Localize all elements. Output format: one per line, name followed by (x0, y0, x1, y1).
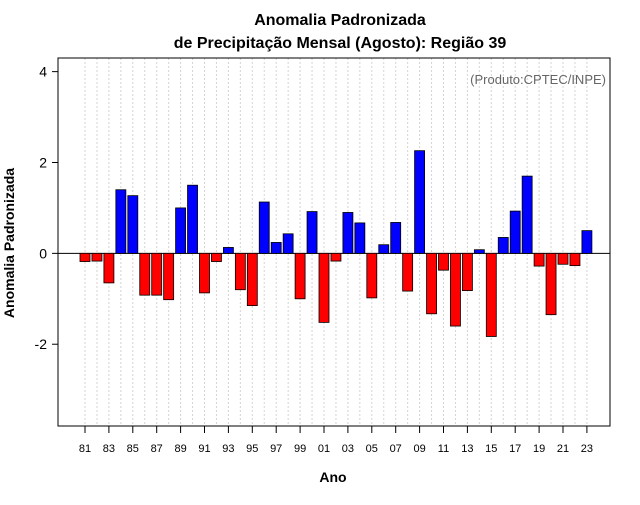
x-tick-label-23: 23 (581, 443, 593, 455)
bar-23 (581, 230, 593, 254)
x-tick-label-13: 13 (461, 443, 473, 455)
x-tick-label-87: 87 (151, 443, 163, 455)
bar-04 (354, 222, 366, 254)
bar-11 (438, 252, 449, 271)
bar-16 (497, 237, 509, 254)
x-tick-label-17: 17 (509, 443, 521, 455)
x-tick-label-21: 21 (557, 443, 569, 455)
bar-10 (426, 252, 437, 315)
bar-13 (461, 252, 473, 292)
x-tick-label-83: 83 (103, 443, 115, 455)
chart-title-line2: de Precipitação Mensal (Agosto): Região … (174, 35, 507, 52)
bar-92 (211, 252, 222, 262)
source-annotation: (Produto:CPTEC/INPE) (470, 72, 606, 87)
bar-02 (330, 252, 342, 262)
bar-01 (318, 252, 330, 323)
bar-93 (222, 247, 234, 254)
bar-21 (557, 252, 569, 265)
x-tick-label-07: 07 (390, 443, 402, 455)
bar-81 (79, 252, 91, 262)
bar-14 (473, 249, 485, 254)
bar-07 (390, 222, 402, 254)
bar-09 (414, 150, 426, 254)
bar-88 (163, 252, 175, 301)
bar-99 (294, 252, 306, 300)
x-tick-label-93: 93 (222, 443, 234, 455)
bar-15 (485, 252, 497, 337)
y-axis-label: Anomalia Padronizada (1, 168, 17, 318)
bar-84 (115, 189, 127, 254)
bar-12 (450, 252, 461, 327)
bar-06 (378, 244, 390, 254)
x-tick-label-95: 95 (246, 443, 258, 455)
bar-97 (270, 242, 282, 254)
bar-82 (91, 252, 103, 262)
x-tick-label-91: 91 (198, 443, 210, 455)
plot-area: -2 0 2 4 81 83 85 87 89 91 93 95 97 99 01 03 05 07 09 11 13 1… (35, 57, 611, 455)
bar-90 (187, 184, 198, 254)
bar-00 (306, 211, 318, 254)
y-tick-label-0: 0 (39, 245, 47, 261)
y-tick-label-4: 4 (39, 64, 47, 80)
bar-94 (234, 252, 246, 291)
bar-03 (342, 212, 354, 254)
bar-85 (127, 195, 139, 254)
bar-91 (199, 252, 210, 294)
bar-17 (509, 210, 521, 254)
bar-87 (151, 252, 163, 296)
x-tick-label-85: 85 (127, 443, 139, 455)
x-tick-label-19: 19 (533, 443, 545, 455)
y-tick-label-2: 2 (39, 154, 47, 170)
bar-20 (545, 252, 557, 316)
x-tick-label-05: 05 (366, 443, 378, 455)
x-tick-label-03: 03 (342, 443, 354, 455)
bar-05 (366, 252, 378, 299)
x-tick-label-81: 81 (79, 443, 91, 455)
bar-08 (402, 252, 414, 292)
x-tick-label-11: 11 (438, 443, 449, 455)
y-tick-label--2: -2 (35, 336, 48, 352)
plot-frame (57, 57, 611, 427)
chart-title-line1: Anomalia Padronizada (254, 12, 426, 29)
bar-22 (569, 252, 581, 267)
x-tick-label-09: 09 (413, 443, 425, 455)
bar-83 (103, 252, 115, 284)
x-tick-label-15: 15 (485, 443, 497, 455)
bar-19 (533, 252, 545, 267)
bar-98 (282, 233, 294, 254)
bar-86 (139, 252, 151, 296)
x-tick-label-01: 01 (318, 443, 330, 455)
bar-95 (246, 252, 258, 307)
x-tick-label-89: 89 (174, 443, 186, 455)
bar-96 (258, 201, 270, 254)
x-tick-label-99: 99 (294, 443, 306, 455)
bar-18 (521, 175, 533, 254)
x-axis-label: Ano (319, 469, 346, 485)
x-tick-label-97: 97 (270, 443, 282, 455)
bar-89 (175, 207, 187, 254)
